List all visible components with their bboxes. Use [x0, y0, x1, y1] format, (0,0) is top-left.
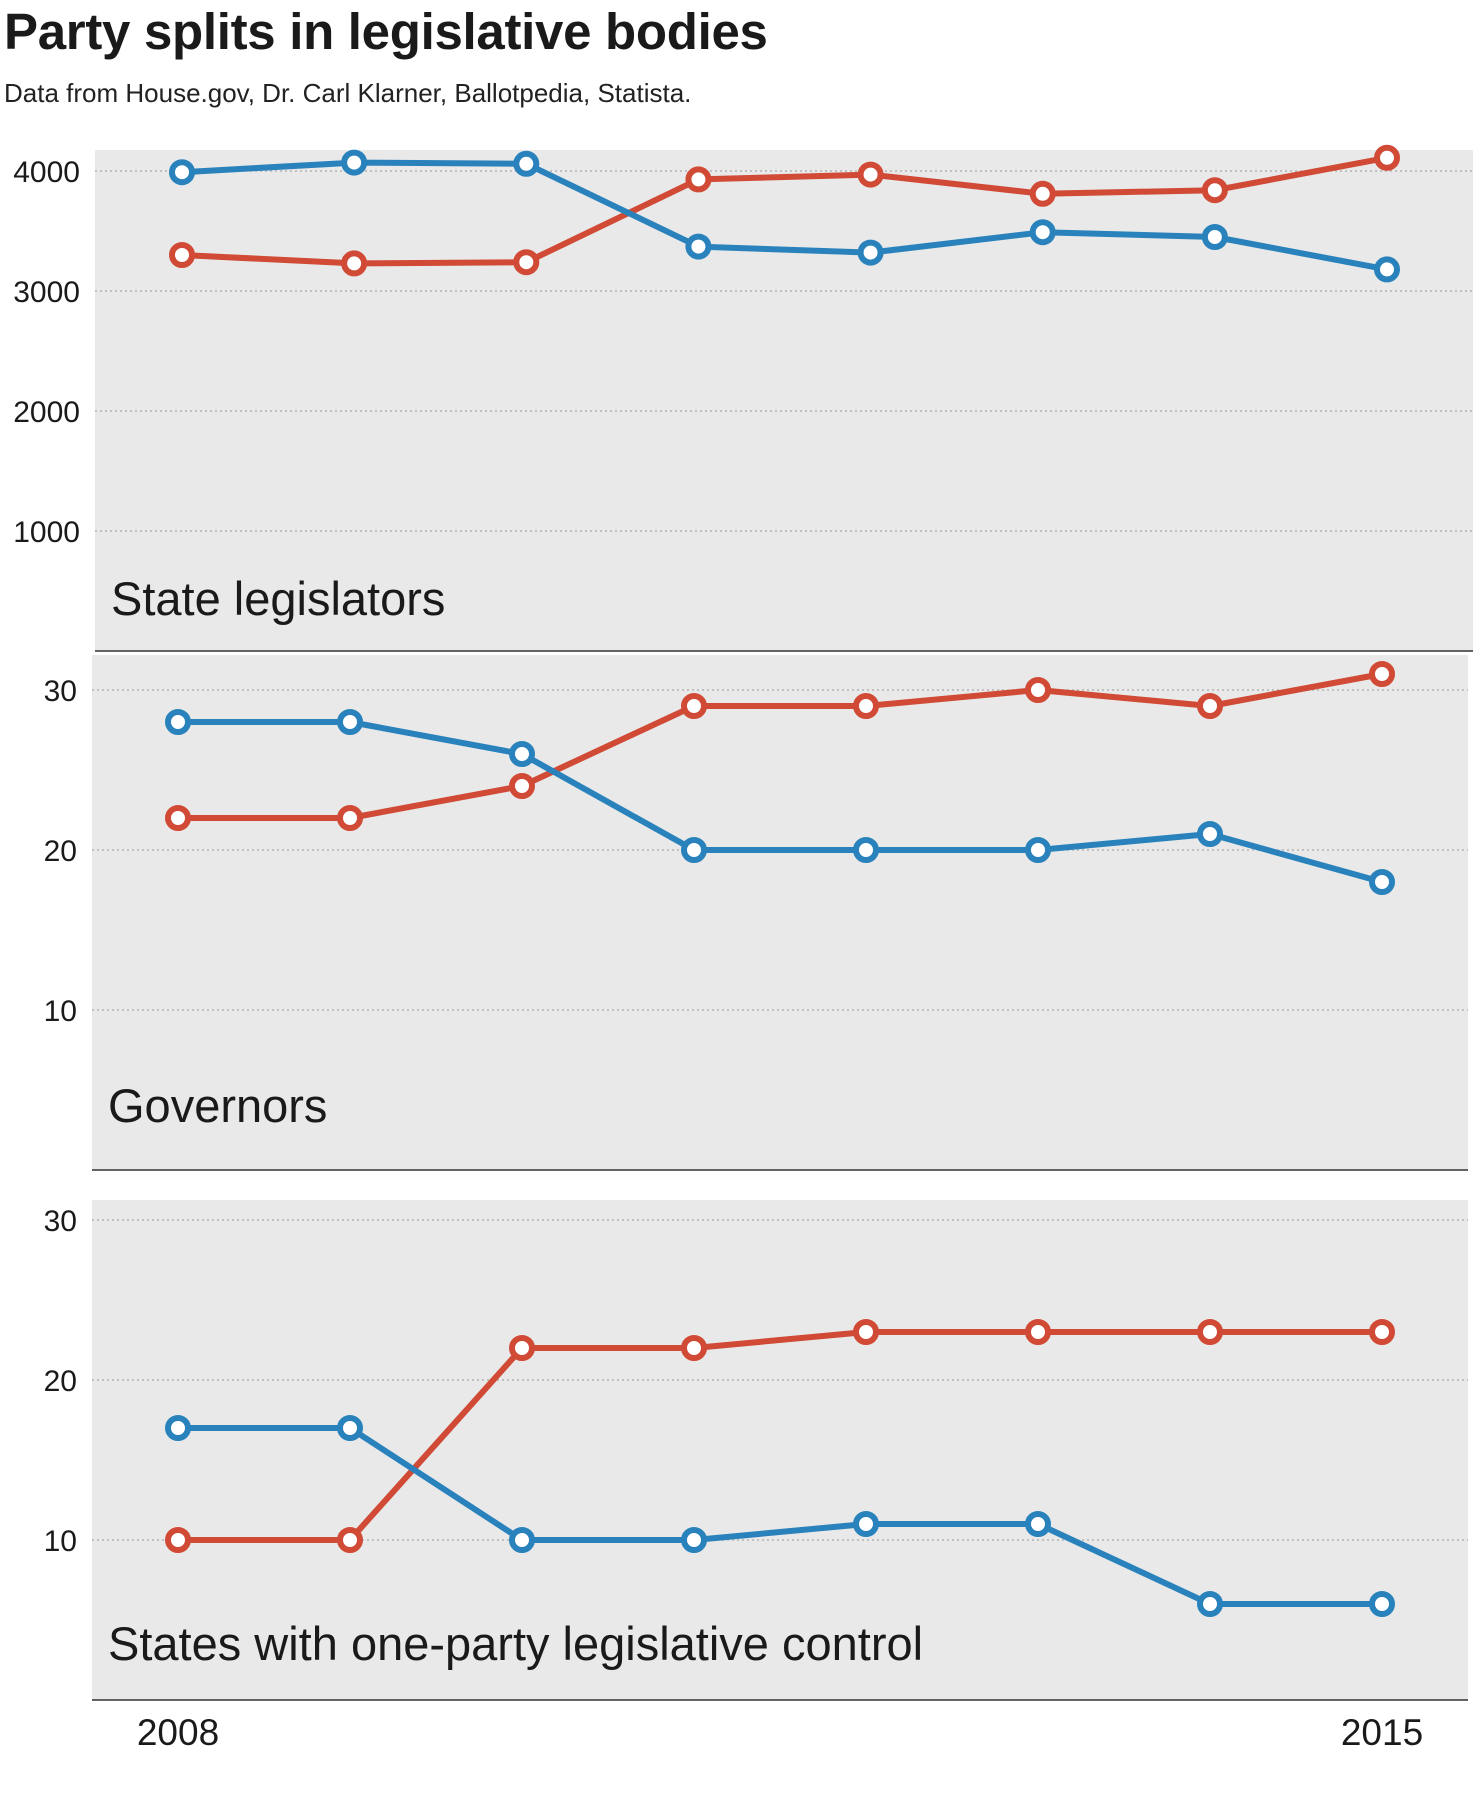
data-point: [1025, 837, 1051, 863]
y-tick-label: 10: [44, 995, 77, 1028]
data-point: [509, 1335, 535, 1361]
series-line-0: [178, 1329, 1382, 1543]
y-tick-label: 30: [44, 1205, 77, 1238]
data-point: [857, 239, 884, 266]
panel-background: [92, 655, 1468, 1170]
data-point: [853, 837, 879, 863]
data-point: [509, 741, 535, 767]
data-point: [341, 149, 368, 176]
data-point: [1201, 177, 1228, 204]
data-point: [1374, 144, 1400, 171]
data-point: [685, 233, 712, 260]
data-point: [1029, 219, 1056, 246]
data-point: [853, 1511, 879, 1537]
y-tick-label: 20: [44, 1365, 77, 1398]
data-point: [337, 1415, 363, 1441]
data-point: [341, 250, 368, 277]
data-point: [853, 693, 879, 719]
data-point: [681, 693, 707, 719]
x-tick-label: 2008: [137, 1712, 219, 1753]
data-point: [337, 709, 363, 735]
data-point: [681, 1527, 707, 1553]
chart-title: Party splits in legislative bodies: [4, 3, 768, 60]
y-tick-label: 30: [44, 675, 77, 708]
panel-background: [95, 150, 1473, 651]
chart-subtitle: Data from House.gov, Dr. Carl Klarner, B…: [4, 78, 692, 108]
data-point: [513, 150, 540, 177]
data-point: [1025, 1511, 1051, 1537]
y-tick-label: 20: [44, 835, 77, 868]
data-point: [1025, 677, 1051, 703]
data-point: [1197, 693, 1223, 719]
panel-title: States with one-party legislative contro…: [108, 1617, 923, 1670]
data-point: [685, 166, 712, 193]
y-tick-label: 10: [44, 1525, 77, 1558]
data-point: [165, 1527, 191, 1553]
series-line-0: [181, 154, 1388, 267]
data-point: [165, 709, 191, 735]
data-point: [169, 242, 195, 268]
data-point: [1369, 661, 1395, 687]
y-tick-label: 2000: [13, 396, 80, 429]
data-point: [337, 805, 363, 831]
data-point: [509, 1527, 535, 1553]
data-point: [1369, 1319, 1395, 1345]
data-point: [1201, 224, 1228, 250]
data-point: [853, 1319, 879, 1345]
data-point: [857, 161, 884, 188]
data-point: [681, 1335, 707, 1361]
data-point: [1197, 821, 1223, 847]
panel-title: Governors: [108, 1079, 327, 1132]
series-line-1: [178, 1425, 1382, 1607]
series-line-1: [181, 159, 1388, 273]
data-point: [681, 837, 707, 863]
data-point: [1369, 1591, 1395, 1617]
data-point: [1025, 1319, 1051, 1345]
data-point: [1029, 180, 1056, 207]
data-point: [1374, 256, 1400, 283]
data-point: [513, 249, 540, 276]
data-point: [1197, 1319, 1223, 1345]
panel-background: [92, 1200, 1468, 1700]
data-point: [165, 1415, 191, 1441]
panel-title: State legislators: [111, 572, 445, 625]
data-point: [1197, 1591, 1223, 1617]
data-point: [169, 159, 195, 186]
data-point: [1369, 869, 1395, 895]
y-tick-label: 1000: [13, 516, 80, 549]
data-point: [509, 773, 535, 799]
y-tick-label: 4000: [13, 156, 80, 189]
series-line-0: [178, 671, 1383, 821]
y-tick-label: 3000: [13, 276, 80, 309]
data-point: [165, 805, 191, 831]
x-tick-label: 2015: [1341, 1712, 1423, 1753]
data-point: [337, 1527, 363, 1553]
series-line-1: [178, 719, 1383, 885]
